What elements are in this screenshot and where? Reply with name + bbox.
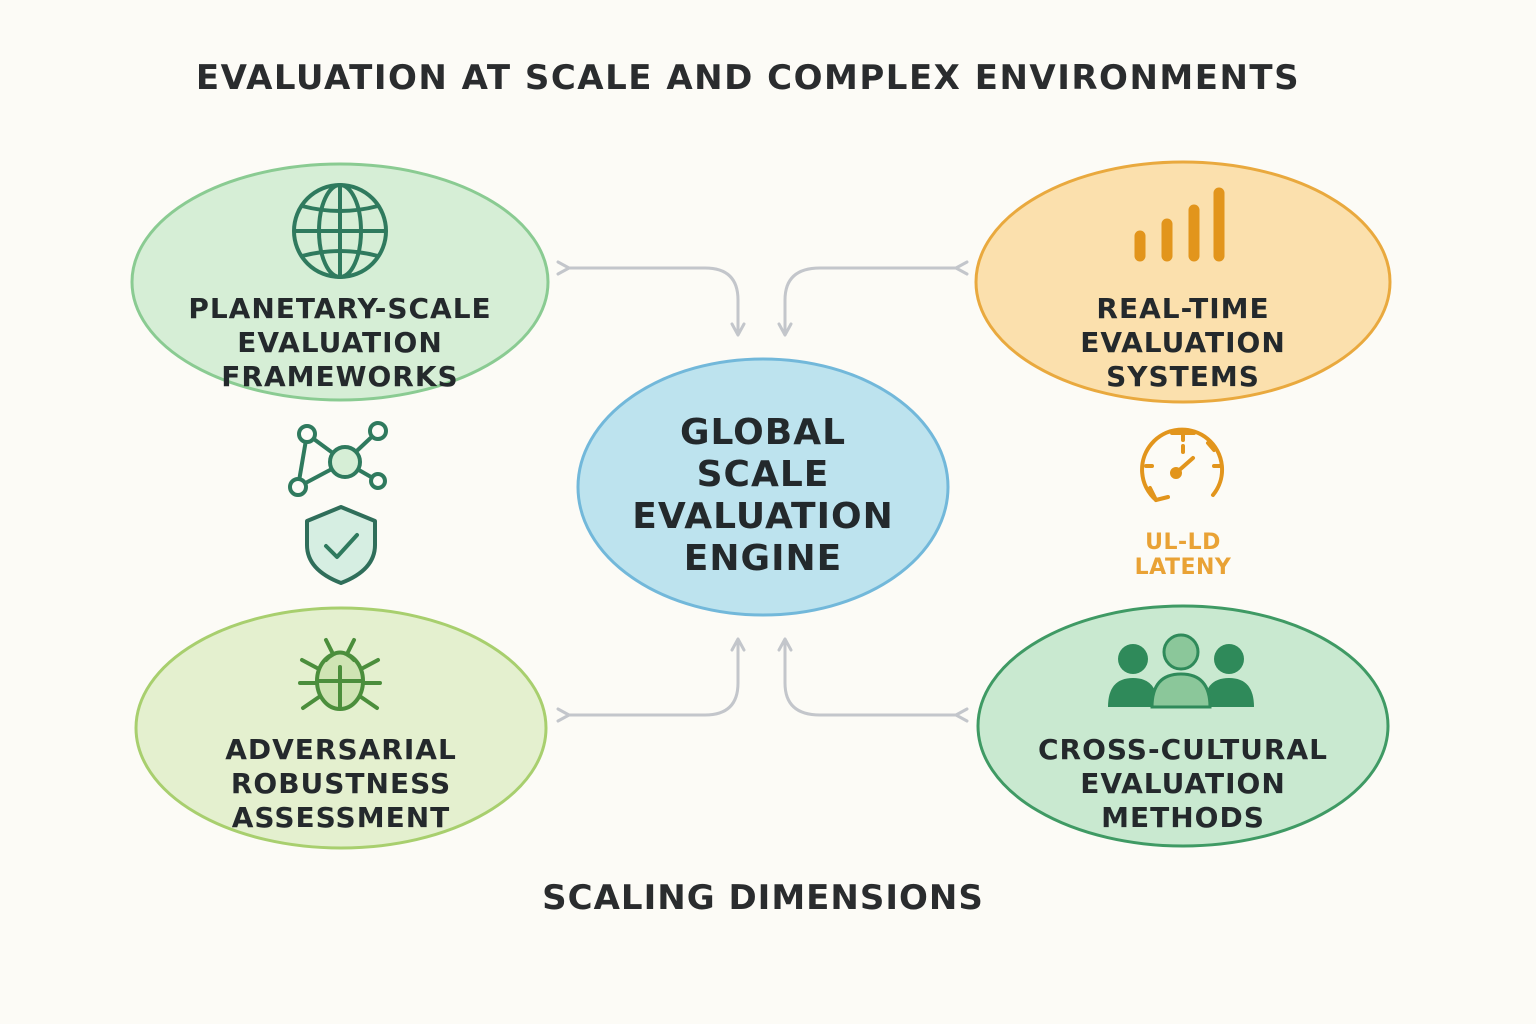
center-label: GLOBAL SCALE EVALUATION ENGINE <box>632 412 894 579</box>
people-group-icon <box>1108 633 1254 709</box>
crosscultural-node <box>976 604 1390 848</box>
planetary-label: PLANETARY-SCALE EVALUATION FRAMEWORKS <box>188 292 492 393</box>
adversarial-label: ADVERSARIAL ROBUSTNESS ASSESSMENT <box>225 733 457 834</box>
signal-bars-icon <box>1134 187 1225 262</box>
arrow-top-left <box>556 260 746 337</box>
arrow-bottom-left <box>556 637 746 723</box>
diagram-footer: SCALING DIMENSIONS <box>542 878 984 918</box>
arrow-bottom-right <box>777 637 969 723</box>
latency-label: UL-LD LATENY <box>1134 530 1232 580</box>
adversarial-node <box>134 606 548 850</box>
bug-icon <box>298 638 382 711</box>
realtime-node <box>974 160 1392 404</box>
stopwatch-icon <box>1140 427 1225 502</box>
shield-check-icon <box>305 505 377 585</box>
network-icon <box>288 421 388 497</box>
center-node <box>576 357 950 617</box>
diagram-title: EVALUATION AT SCALE AND COMPLEX ENVIRONM… <box>195 58 1301 98</box>
globe-icon <box>292 183 388 279</box>
arrow-top-right <box>777 260 969 337</box>
realtime-label: REAL-TIME EVALUATION SYSTEMS <box>1080 292 1286 393</box>
crosscultural-label: CROSS-CULTURAL EVALUATION METHODS <box>1037 733 1328 834</box>
planetary-node <box>130 162 550 402</box>
connector-arrows <box>556 260 969 723</box>
